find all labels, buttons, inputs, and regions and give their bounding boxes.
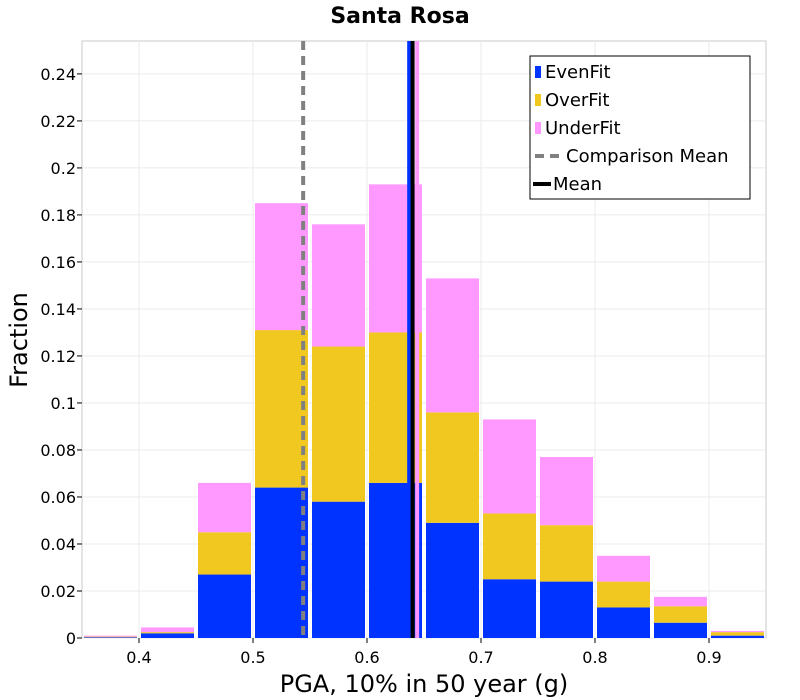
y-tick-label: 0.08 [40,441,76,460]
bar-overfit [426,412,479,523]
bar-underfit [312,224,365,347]
legend-label: Mean [553,174,602,195]
x-axis-label: PGA, 10% in 50 year (g) [280,670,569,698]
bar-underfit [711,630,764,633]
y-tick-label: 0.12 [40,347,76,366]
bar-overfit [540,525,593,582]
y-tick-label: 0.06 [40,488,76,507]
x-tick-label: 0.5 [240,648,265,667]
y-axis-ticks: 0 0.02 0.04 0.06 0.08 0.1 0.12 0.14 0.16 0.18 0.2 0… [40,65,82,648]
bar-overfit [198,532,251,575]
bars [84,184,764,638]
y-tick-label: 0.16 [40,253,76,272]
bar-overfit [141,632,194,634]
bar-underfit [255,203,308,331]
bar-evenfit [312,501,365,638]
bar-evenfit [141,633,194,638]
bar-overfit [711,632,764,636]
y-tick-label: 0.18 [40,206,76,225]
y-tick-label: 0.1 [51,394,76,413]
x-tick-label: 0.9 [696,648,721,667]
bar-underfit [540,457,593,526]
bar-evenfit [597,607,650,638]
bar-overfit [255,330,308,488]
y-tick-label: 0.14 [40,300,76,319]
x-axis-ticks: 0.4 0.5 0.6 0.7 0.8 0.9 [126,638,722,667]
bar-overfit [84,636,137,638]
x-tick-label: 0.7 [468,648,493,667]
gridlines [82,41,766,639]
x-tick-label: 0.4 [126,648,151,667]
bar-evenfit [483,579,536,638]
y-tick-label: 0.2 [51,159,76,178]
y-tick-label: 0 [66,629,76,648]
bar-underfit [483,419,536,514]
legend-label: UnderFit [545,118,621,139]
y-tick-label: 0.24 [40,65,76,84]
legend-label: EvenFit [545,62,611,83]
mean-lines [301,41,420,638]
y-axis-label: Fraction [5,292,33,388]
bar-overfit [654,606,707,623]
bar-underfit [426,278,479,413]
bar-underfit [654,596,707,607]
bar-overfit [597,581,650,608]
x-tick-label: 0.8 [582,648,607,667]
bar-evenfit [426,522,479,638]
bar-evenfit [255,487,308,638]
legend-label: OverFit [545,90,609,111]
bar-overfit [483,513,536,580]
bar-underfit [597,555,650,582]
chart-title: Santa Rosa [330,4,469,29]
bar-evenfit [711,635,764,638]
evenfit-legend-swatch [535,66,541,78]
legend-label: Comparison Mean [566,146,729,167]
overfit-legend-swatch [535,94,541,106]
bar-evenfit [654,622,707,638]
x-tick-label: 0.6 [354,648,379,667]
bar-underfit [198,482,251,533]
y-tick-label: 0.04 [40,535,76,554]
bar-underfit [84,635,137,637]
underfit-legend-swatch [535,122,541,134]
bar-evenfit [198,574,251,638]
y-tick-label: 0.02 [40,582,76,601]
bar-evenfit [540,581,593,638]
legend: EvenFit OverFit UnderFit Comparison Mean Mea… [529,55,751,200]
y-tick-label: 0.22 [40,112,76,131]
bar-underfit [141,627,194,633]
legend-frame [529,55,751,200]
bar-evenfit [84,637,137,638]
bar-overfit [312,346,365,502]
